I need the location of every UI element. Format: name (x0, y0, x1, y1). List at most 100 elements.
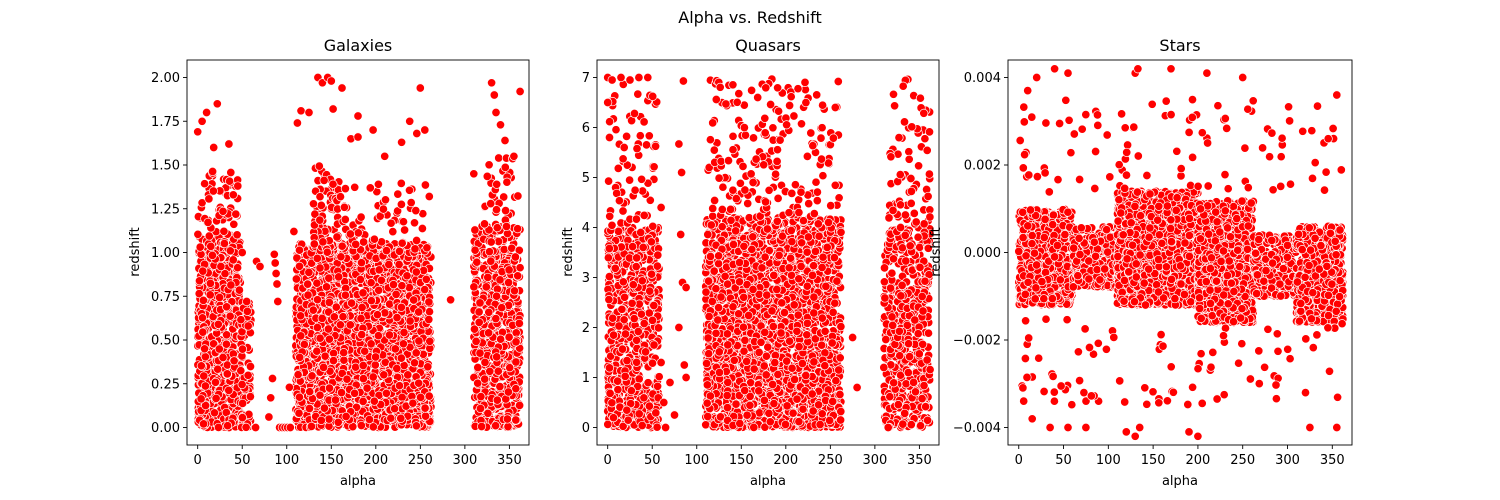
galaxies-data-point (404, 185, 415, 195)
galaxies-x-tick-label: 100 (274, 453, 299, 468)
quasars-data-point (605, 211, 615, 221)
quasars-data-point (607, 398, 617, 408)
galaxies-data-point (296, 311, 306, 321)
galaxies-data-point (421, 411, 431, 421)
quasars-points (603, 72, 935, 433)
galaxies-data-point (318, 237, 328, 247)
galaxies-data-point (391, 289, 401, 299)
galaxies-data-point (339, 355, 349, 365)
quasars-data-point (632, 335, 642, 345)
galaxies-data-point (324, 334, 334, 344)
galaxies-data-point (480, 357, 490, 367)
galaxies-data-point (492, 352, 502, 362)
galaxies-y-tick-label: 0.50 (151, 334, 180, 349)
galaxies-data-point (209, 142, 219, 153)
galaxies-data-point (482, 171, 492, 181)
quasars-data-point (633, 89, 643, 99)
galaxies-data-point (202, 107, 212, 118)
quasars-data-point (607, 220, 617, 230)
galaxies-data-point (316, 200, 326, 210)
galaxies-data-point (446, 295, 456, 305)
galaxies-data-point (223, 421, 233, 431)
quasars-data-point (639, 318, 649, 329)
galaxies-data-point (500, 135, 510, 146)
galaxies-data-point (487, 78, 497, 88)
quasars-data-point (649, 162, 659, 172)
galaxies-data-point (196, 394, 206, 404)
galaxies-data-point (336, 252, 346, 262)
galaxies-data-point (515, 400, 525, 410)
galaxies-data-point (499, 244, 509, 255)
galaxies-data-point (368, 372, 378, 382)
quasars-data-point (646, 237, 656, 247)
galaxies-data-point (409, 358, 420, 368)
galaxies-data-point (491, 421, 501, 431)
galaxies-data-point (284, 382, 294, 392)
galaxies-data-point (269, 249, 279, 259)
galaxies-data-point (384, 330, 395, 340)
quasars-data-point (608, 413, 619, 423)
galaxies-data-point (272, 279, 282, 289)
galaxies-data-point (356, 313, 366, 324)
galaxies-x-tick-label: 300 (452, 453, 477, 468)
galaxies-data-point (292, 118, 302, 128)
galaxies-data-point (423, 362, 433, 372)
galaxies-data-point (237, 379, 247, 390)
quasars-data-point (648, 91, 658, 101)
galaxies-data-point (421, 274, 431, 284)
quasars-data-point (638, 186, 648, 196)
galaxies-data-point (392, 313, 402, 323)
quasars-data-point (617, 304, 627, 314)
galaxies-data-point (513, 224, 523, 234)
galaxies-data-point (424, 391, 434, 401)
galaxies-data-point (379, 370, 389, 380)
galaxies-data-point (207, 250, 217, 260)
galaxies-data-point (419, 265, 429, 276)
galaxies-data-point (515, 263, 525, 273)
galaxies-data-point (420, 285, 430, 295)
galaxies-data-point (405, 316, 415, 326)
galaxies-data-point (484, 307, 494, 317)
galaxies-data-point (384, 259, 394, 270)
galaxies-data-point (486, 199, 496, 209)
galaxies-data-point (193, 229, 203, 239)
galaxies-data-point (233, 181, 243, 191)
galaxies-data-point (511, 337, 521, 347)
galaxies-data-point (416, 392, 426, 402)
galaxies-data-point (200, 344, 210, 354)
galaxies-data-point (372, 310, 383, 320)
quasars-data-point (651, 408, 661, 418)
galaxies-data-point (362, 383, 372, 393)
galaxies-data-point (345, 229, 355, 239)
galaxies-data-point (388, 280, 399, 290)
galaxies-data-point (199, 419, 209, 429)
galaxies-data-point (270, 258, 280, 268)
galaxies-data-point (405, 116, 415, 126)
galaxies-data-point (225, 246, 235, 256)
galaxies-data-point (480, 374, 490, 384)
galaxies-data-point (502, 414, 512, 424)
quasars-data-point (653, 323, 664, 333)
galaxies-data-point (469, 169, 479, 179)
galaxies-data-point (369, 396, 379, 406)
galaxies-data-point (210, 377, 221, 387)
galaxies-data-point (366, 339, 376, 349)
quasars-data-point (641, 347, 651, 357)
quasars-data-point (637, 276, 647, 286)
quasars-data-point (604, 176, 614, 186)
galaxies-data-point (492, 291, 502, 301)
galaxies-x-tick-label: 250 (408, 453, 433, 468)
quasars-data-point (652, 422, 662, 432)
galaxies-data-point (509, 286, 520, 296)
galaxies-data-point (236, 315, 246, 325)
quasars-data-point (636, 227, 646, 238)
galaxies-data-point (315, 390, 325, 400)
galaxies-data-point (397, 392, 407, 402)
quasars-data-point (604, 243, 614, 254)
galaxies-data-point (374, 285, 384, 295)
galaxies-data-point (229, 219, 239, 229)
galaxies-data-point (369, 234, 379, 244)
galaxies-data-point (197, 313, 208, 323)
galaxies-data-point (422, 243, 432, 253)
